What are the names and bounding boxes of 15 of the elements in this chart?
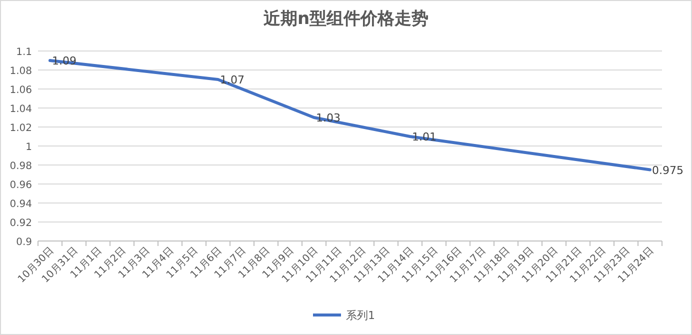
y-tick-label: 0.96 (10, 180, 32, 191)
data-label: 1.07 (220, 74, 244, 86)
chart-title: 近期n型组件价格走势 (262, 9, 429, 29)
y-tick-label: 0.98 (10, 161, 32, 172)
y-tick-label: 0.94 (10, 199, 32, 210)
y-tick-label: 1.1 (16, 47, 32, 58)
y-tick-label: 1.08 (10, 66, 32, 77)
y-tick-label: 0.9 (16, 237, 32, 248)
data-label: 0.975 (652, 164, 684, 177)
y-tick-label: 1.04 (10, 104, 32, 115)
y-tick-label: 0.92 (10, 218, 32, 229)
legend-label: 系列1 (346, 309, 375, 322)
y-tick-label: 1.06 (10, 85, 32, 96)
y-tick-label: 1 (26, 142, 32, 153)
y-tick-label: 1.02 (10, 123, 32, 134)
